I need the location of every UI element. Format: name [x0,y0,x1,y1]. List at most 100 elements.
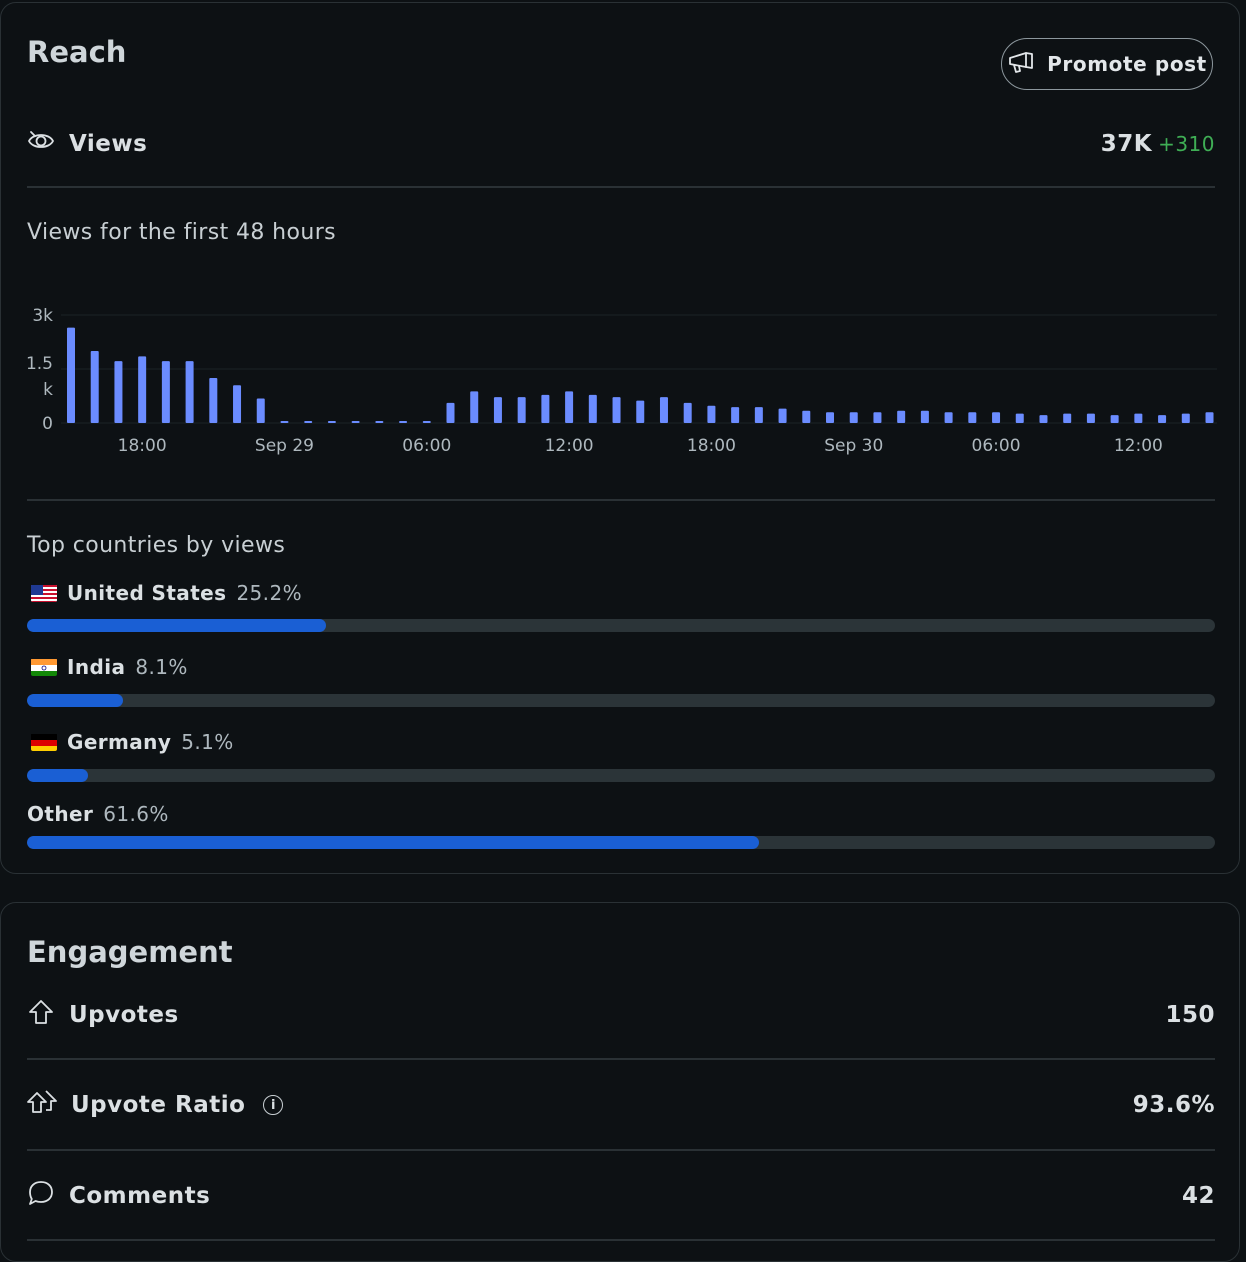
chart-bar[interactable] [612,397,621,423]
eye-icon [27,128,55,160]
country-name: Germany [67,730,172,754]
chart-bar[interactable] [304,421,313,423]
chart-bar[interactable] [470,391,479,423]
chart-bar[interactable] [565,391,574,423]
chart-bar[interactable] [802,410,811,423]
chart-bar[interactable] [185,361,194,423]
chart-bar[interactable] [731,407,740,423]
chart-bar[interactable] [233,385,242,423]
double-upvote-icon [27,1088,57,1122]
chart-bar[interactable] [114,361,123,423]
upvote-arrow-icon [27,998,55,1032]
chart-bar[interactable] [826,412,835,423]
views-label: Views [69,131,148,157]
upvote-ratio-label: Upvote Ratio [71,1092,246,1118]
upvote-ratio-value: 93.6% [1132,1092,1215,1118]
country-bar-fill [27,619,327,632]
chart-bar[interactable] [541,394,550,423]
chart-bar[interactable] [897,410,906,423]
country-percent: 5.1% [181,730,234,754]
germany-flag-icon [31,733,57,751]
engagement-card: Engagement Upvotes 150 Upvote Ratio i 93… [0,902,1240,1262]
chart-bar[interactable] [849,412,858,423]
chart-bar[interactable] [161,361,170,423]
country-bar-track [27,836,1215,849]
chart-bar[interactable] [1205,412,1214,423]
chart-bar[interactable] [1086,413,1095,423]
chart-bar[interactable] [399,421,408,423]
chart-bar[interactable] [375,421,384,423]
chart-bar[interactable] [327,421,336,423]
views-chart: 3k 1.5 k 0 18:00 Sep 29 06:00 12:00 18:00 Sep 30 0… [26,306,1217,456]
chart-bar[interactable] [588,394,597,423]
country-bar-fill [27,694,124,707]
chart-bar[interactable] [422,421,431,423]
x-tick-label: 06:00 [972,436,1021,456]
chart-bar[interactable] [992,412,1001,423]
reach-title: Reach [27,35,127,69]
country-bar-track [27,694,1215,707]
country-percent: 8.1% [135,655,188,679]
chart-bar[interactable] [873,412,882,423]
x-tick-label: 18:00 [118,436,167,456]
comments-label: Comments [69,1183,211,1209]
chart-bar[interactable] [1158,415,1167,423]
chart-bar[interactable] [659,397,668,423]
y-tick-label: 1.5 [26,354,53,374]
upvotes-label: Upvotes [69,1002,179,1028]
country-name: Other [27,802,94,826]
chart-bar[interactable] [707,405,716,423]
chart-bar[interactable] [517,397,526,423]
chart-bar[interactable] [256,398,265,423]
country-bar-track [27,619,1215,632]
comments-value: 42 [1181,1183,1215,1209]
x-tick-label: 06:00 [402,436,451,456]
chart-bar[interactable] [944,412,953,423]
country-percent: 25.2% [236,581,302,605]
chart-bar[interactable] [683,402,692,423]
views-delta: +310 [1158,132,1215,156]
chart-bar[interactable] [1015,413,1024,423]
chart-bar[interactable] [778,408,787,423]
divider [27,1149,1215,1151]
chart-bar[interactable] [754,407,763,423]
country-percent: 61.6% [103,802,169,826]
chart-bar[interactable] [446,402,455,423]
chart-bar[interactable] [1181,413,1190,423]
views-value: 37K [1100,131,1153,157]
y-tick-label: 0 [42,414,53,434]
chart-bar[interactable] [1134,413,1143,423]
chart-bar[interactable] [1110,415,1119,423]
country-bar-track [27,769,1215,782]
chart-bar[interactable] [1063,413,1072,423]
chart-bar[interactable] [1039,415,1048,423]
megaphone-icon [1007,49,1035,80]
promote-post-label: Promote post [1047,52,1207,76]
chart-bar[interactable] [493,397,502,423]
comments-row: Comments 42 [27,1174,1215,1218]
chart-bar[interactable] [968,412,977,423]
chart-bar[interactable] [138,356,147,423]
chart-bar[interactable] [90,351,99,423]
chart-bar[interactable] [636,400,645,423]
promote-post-button[interactable]: Promote post [1001,38,1213,90]
info-icon[interactable]: i [263,1095,284,1115]
chart-bar[interactable] [351,421,360,423]
upvotes-value: 150 [1165,1002,1215,1028]
chart-bar[interactable] [280,421,289,423]
country-name: India [67,655,126,679]
x-tick-label: 12:00 [545,436,594,456]
views-row: Views 37K +310 [27,122,1215,166]
x-tick-label: Sep 30 [824,436,883,456]
us-flag-icon [31,584,57,602]
chart-bar[interactable] [209,378,218,423]
x-tick-label: Sep 29 [255,436,314,456]
chart-bar[interactable] [67,327,75,423]
upvotes-row: Upvotes 150 [27,993,1215,1037]
x-tick-label: 18:00 [687,436,736,456]
country-item-germany: Germany 5.1% [27,728,1215,782]
chart-bar[interactable] [920,410,929,423]
chart-heading: Views for the first 48 hours [27,220,337,245]
country-bar-fill [27,836,759,849]
country-item-united-states: United States 25.2% [27,579,1215,632]
